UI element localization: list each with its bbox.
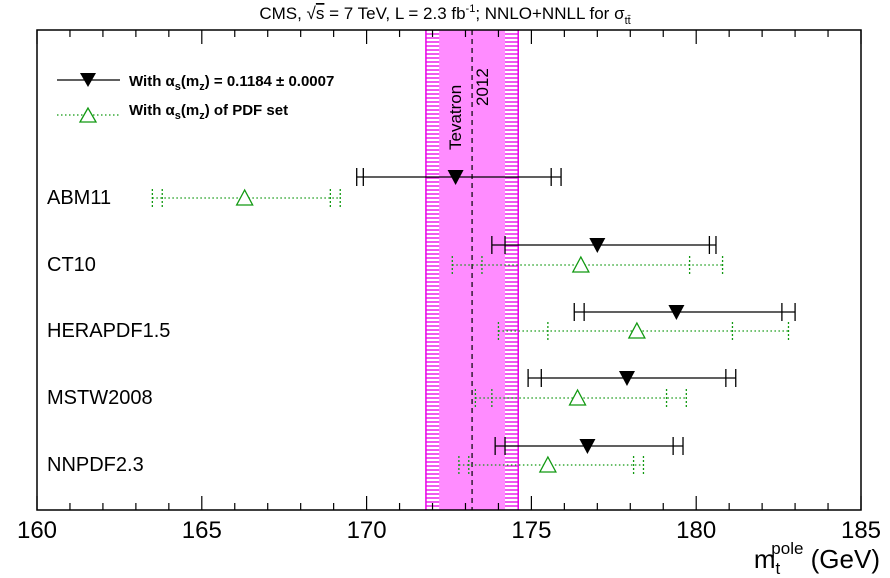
- chart-title: CMS, √s = 7 TeV, L = 2.3 fb-1; NNLO+NNLL…: [259, 3, 631, 27]
- data-point-group: [151, 188, 341, 207]
- plot-frame: [36, 29, 862, 511]
- data-point-group: [474, 388, 687, 407]
- tevatron-band: [425, 30, 519, 510]
- data-point-marker: [589, 238, 606, 253]
- category-label: HERAPDF1.5: [47, 320, 170, 342]
- sqrt-symbol: √: [307, 4, 317, 23]
- x-tick-label: 165: [182, 517, 222, 544]
- data-series: [151, 168, 796, 474]
- data-point-marker: [618, 371, 635, 386]
- legend: With αs(mz) = 0.1184 ± 0.0007 With αs(mz…: [57, 73, 334, 123]
- band-label-year: 2012: [473, 68, 492, 106]
- category-label: NNPDF2.3: [47, 454, 144, 476]
- x-tick-label: 160: [17, 517, 57, 544]
- data-point-group: [491, 236, 717, 254]
- data-point-group: [573, 303, 796, 321]
- data-point-marker: [538, 455, 557, 473]
- band-label-tevatron: Tevatron: [446, 85, 465, 150]
- x-axis-ticks: 160 165 170 175 180 185: [17, 30, 881, 544]
- data-point-group: [458, 455, 645, 474]
- data-point-marker: [571, 255, 590, 273]
- legend-label-pdf-alpha: With αs(mz) of PDF set: [129, 102, 288, 122]
- x-tick-label: 175: [511, 517, 551, 544]
- category-label: CT10: [47, 254, 96, 276]
- data-point-marker: [668, 305, 685, 320]
- legend-entry-fixed-alpha: With αs(mz) = 0.1184 ± 0.0007: [57, 73, 334, 93]
- legend-marker-filled-triangle-down: [80, 73, 96, 87]
- category-label: ABM11: [47, 187, 111, 209]
- data-point-group: [451, 255, 724, 274]
- category-labels: ABM11 CT10 HERAPDF1.5 MSTW2008 NNPDF2.3: [47, 187, 170, 476]
- x-axis-title: mtpole (GeV): [754, 539, 880, 578]
- data-point-group: [494, 437, 684, 455]
- data-point-group: [527, 369, 737, 387]
- category-label: MSTW2008: [47, 387, 153, 409]
- legend-marker-open-triangle-up: [78, 106, 98, 123]
- data-point-group: [497, 321, 790, 340]
- data-point-group: [356, 168, 562, 186]
- data-point-marker: [568, 388, 587, 406]
- data-point-marker: [627, 321, 646, 339]
- legend-label-fixed-alpha: With αs(mz) = 0.1184 ± 0.0007: [129, 73, 334, 93]
- data-point-marker: [235, 188, 254, 206]
- data-point-marker: [447, 170, 464, 185]
- legend-entry-pdf-alpha: With αs(mz) of PDF set: [57, 102, 288, 123]
- x-tick-label: 180: [676, 517, 716, 544]
- x-tick-label: 185: [841, 517, 881, 544]
- data-point-marker: [579, 439, 596, 454]
- x-tick-label: 170: [347, 517, 387, 544]
